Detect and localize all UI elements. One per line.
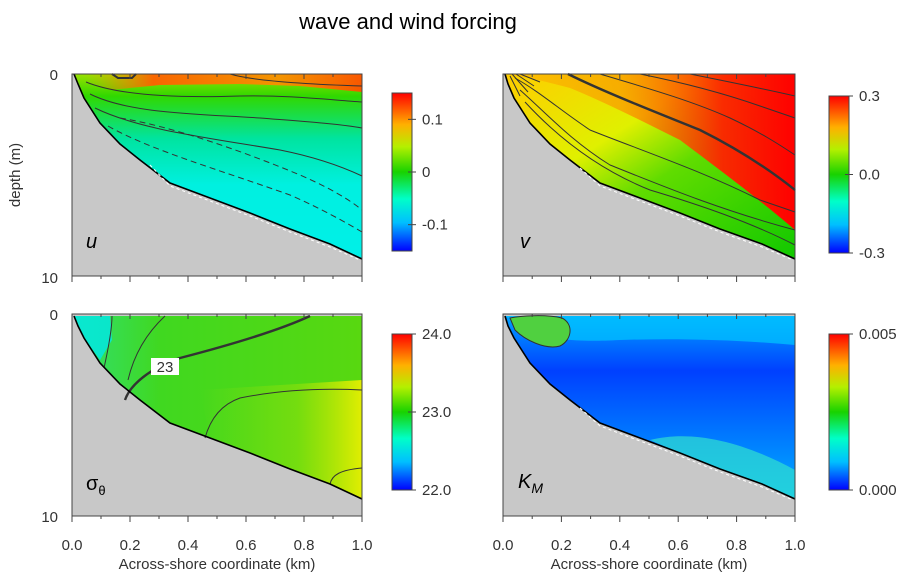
x-tick-label: 1.0 — [352, 537, 373, 554]
colorbar-tick-label: 24.0 — [422, 326, 451, 343]
xlabel-left: Across-shore coordinate (km) — [119, 556, 316, 573]
panel-km-label: KM — [518, 471, 543, 496]
sigma-contours — [103, 314, 363, 485]
colorbar-tick-label: 0.000 — [859, 482, 897, 499]
sigma-bottom-line — [73, 315, 363, 500]
colorbar-tick-label: 22.0 — [422, 482, 451, 499]
sigma-nearshore — [74, 316, 112, 360]
x-tick-label: 0.4 — [178, 537, 199, 554]
colorbar-tick-label: 0 — [422, 164, 430, 181]
km-surface — [505, 316, 795, 345]
v-contours — [509, 72, 796, 246]
u-colorbar-ticks: 0.1 0 -0.1 — [408, 111, 448, 234]
x-tick-label: 0.8 — [294, 537, 315, 554]
u-ytick-10: 10 — [41, 270, 58, 287]
km-colorbar-ticks: 0.005 0.000 — [845, 326, 897, 499]
x-tick-label: 0.0 — [62, 537, 83, 554]
top-x-ticks — [71, 74, 796, 282]
panel-sigma-label: σθ — [86, 473, 106, 498]
panel-u-label: u — [86, 231, 97, 253]
sigma-subscript: θ — [98, 483, 105, 498]
km-symbol: K — [518, 471, 533, 493]
x-tick-label: 0.2 — [551, 537, 572, 554]
colorbar-tick-label: -0.1 — [422, 217, 448, 234]
x-tick-label: 0.6 — [236, 537, 257, 554]
km-bottom-layer — [650, 436, 795, 499]
sigma-contour-label: 23 — [157, 359, 174, 376]
colorbar-tick-label: 0.0 — [859, 167, 880, 184]
km-bottom-line — [504, 315, 796, 500]
x-tick-label: 0.0 — [493, 537, 514, 554]
x-tick-label: 0.2 — [120, 537, 141, 554]
sigma-deep — [200, 380, 362, 499]
v-bottom-line — [504, 73, 796, 260]
v-jet — [505, 74, 795, 230]
sigma-ytick-0: 0 — [50, 307, 58, 324]
colorbar-tick-label: 0.3 — [859, 88, 880, 105]
v-colorbar-ticks: 0.3 0.0 -0.3 — [845, 88, 885, 262]
km-subscript: M — [531, 480, 543, 496]
panel-v-label: v — [520, 231, 531, 253]
panel-v: v — [502, 72, 796, 277]
km-nearshore-patch — [509, 315, 571, 348]
sigma-colorbar-ticks: 24.0 23.0 22.0 — [408, 326, 451, 499]
sigma-contour-label-box — [151, 358, 179, 375]
km-bottom-dash — [579, 407, 794, 501]
u-surface-jet — [84, 74, 362, 92]
u-bottom-line — [73, 73, 363, 260]
figure-title: wave and wind forcing — [298, 9, 517, 34]
x-tick-label: 1.0 — [785, 537, 806, 554]
x-tick-label: 0.8 — [726, 537, 747, 554]
colorbar-tick-label: 0.1 — [422, 111, 443, 128]
colorbar-tick-label: 23.0 — [422, 404, 451, 421]
ylabel: depth (m) — [7, 143, 24, 207]
x-tick-label: 0.6 — [668, 537, 689, 554]
km-colorbar — [828, 333, 850, 491]
sigma-ytick-10: 10 — [41, 509, 58, 526]
colorbar-tick-label: -0.3 — [859, 245, 885, 262]
sigma-symbol: σ — [86, 473, 99, 495]
u-ytick-0: 0 — [50, 67, 58, 84]
panel-u: u — [71, 73, 363, 277]
u-contours — [85, 73, 363, 233]
v-bottom-dash — [579, 167, 794, 261]
bottom-x-ticks: 0.0 0.2 0.4 0.6 0.8 1.0 0.0 0.2 0.4 0.6 0.8 1.0 — [62, 314, 806, 554]
colorbar-tick-label: 0.005 — [859, 326, 897, 343]
u-bottom-dash — [149, 164, 361, 261]
xlabel-right: Across-shore coordinate (km) — [551, 556, 748, 573]
x-tick-label: 0.4 — [609, 537, 630, 554]
panel-km: KM — [502, 313, 796, 517]
panel-sigma: 23 σθ — [71, 313, 363, 517]
